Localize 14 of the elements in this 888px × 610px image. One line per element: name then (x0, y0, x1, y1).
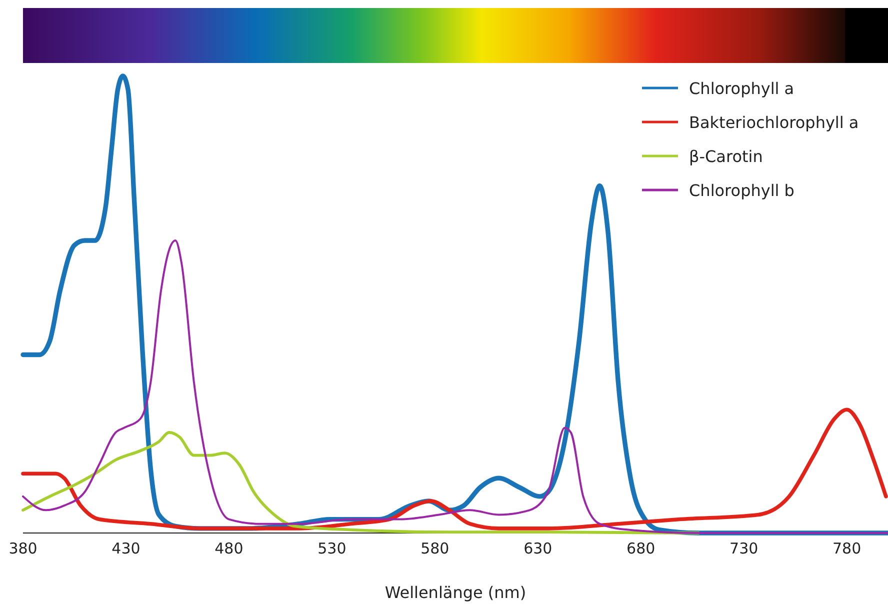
x-tick-label: 630 (524, 540, 552, 558)
legend-label: β-Carotin (689, 147, 763, 166)
x-tick-label: 380 (8, 540, 38, 558)
x-axis-title: Wellenlänge (nm) (384, 583, 526, 602)
x-tick-label: 730 (730, 540, 758, 558)
legend-label: Chlorophyll a (689, 79, 794, 98)
x-tick-label: 680 (626, 540, 656, 558)
x-tick-label: 480 (214, 540, 244, 558)
x-tick-label: 430 (112, 540, 140, 558)
x-tick-label: 780 (832, 540, 862, 558)
legend-label: Bakteriochlorophyll a (689, 113, 859, 132)
legend-label: Chlorophyll b (689, 181, 794, 200)
x-tick-label: 530 (318, 540, 346, 558)
x-tick-label: 580 (420, 540, 450, 558)
